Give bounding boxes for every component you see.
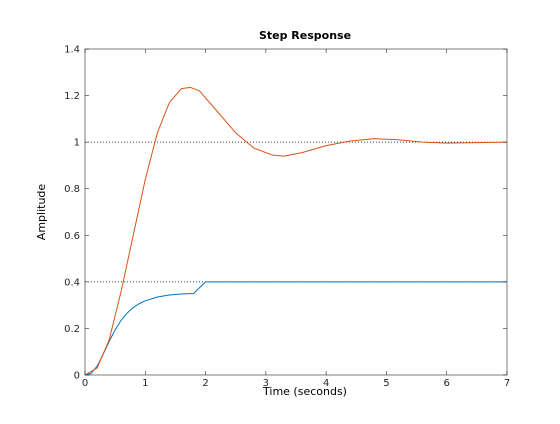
y-tick-label: 0.4 — [64, 277, 80, 288]
y-axis-label: Amplitude — [35, 184, 48, 241]
chart-title: Step Response — [259, 29, 351, 42]
plot-area — [84, 48, 508, 376]
y-axis-ticks: 0 0.2 0.4 0.6 0.8 1 1.2 1.4 — [64, 45, 507, 382]
x-tick-label: 3 — [263, 378, 269, 389]
x-tick-label: 2 — [202, 378, 208, 389]
x-tick-label: 5 — [383, 378, 389, 389]
x-tick-label: 6 — [444, 378, 450, 389]
series-layer — [84, 86, 508, 376]
y-tick-label: 0.2 — [64, 324, 80, 335]
series-line-1 — [84, 86, 508, 376]
x-tick-label: 0 — [82, 378, 88, 389]
y-tick-label: 1.2 — [64, 91, 80, 102]
y-tick-label: 0.6 — [64, 231, 80, 242]
x-axis-label: Time (seconds) — [262, 385, 347, 398]
y-tick-label: 1 — [74, 138, 80, 149]
x-axis-ticks: 0 1 2 3 4 5 6 7 — [82, 49, 510, 389]
y-tick-label: 1.4 — [64, 45, 80, 56]
y-tick-label: 0.8 — [64, 184, 80, 195]
x-tick-label: 1 — [142, 378, 148, 389]
x-tick-label: 4 — [323, 378, 329, 389]
x-tick-label: 7 — [504, 378, 510, 389]
y-tick-label: 0 — [74, 371, 80, 382]
